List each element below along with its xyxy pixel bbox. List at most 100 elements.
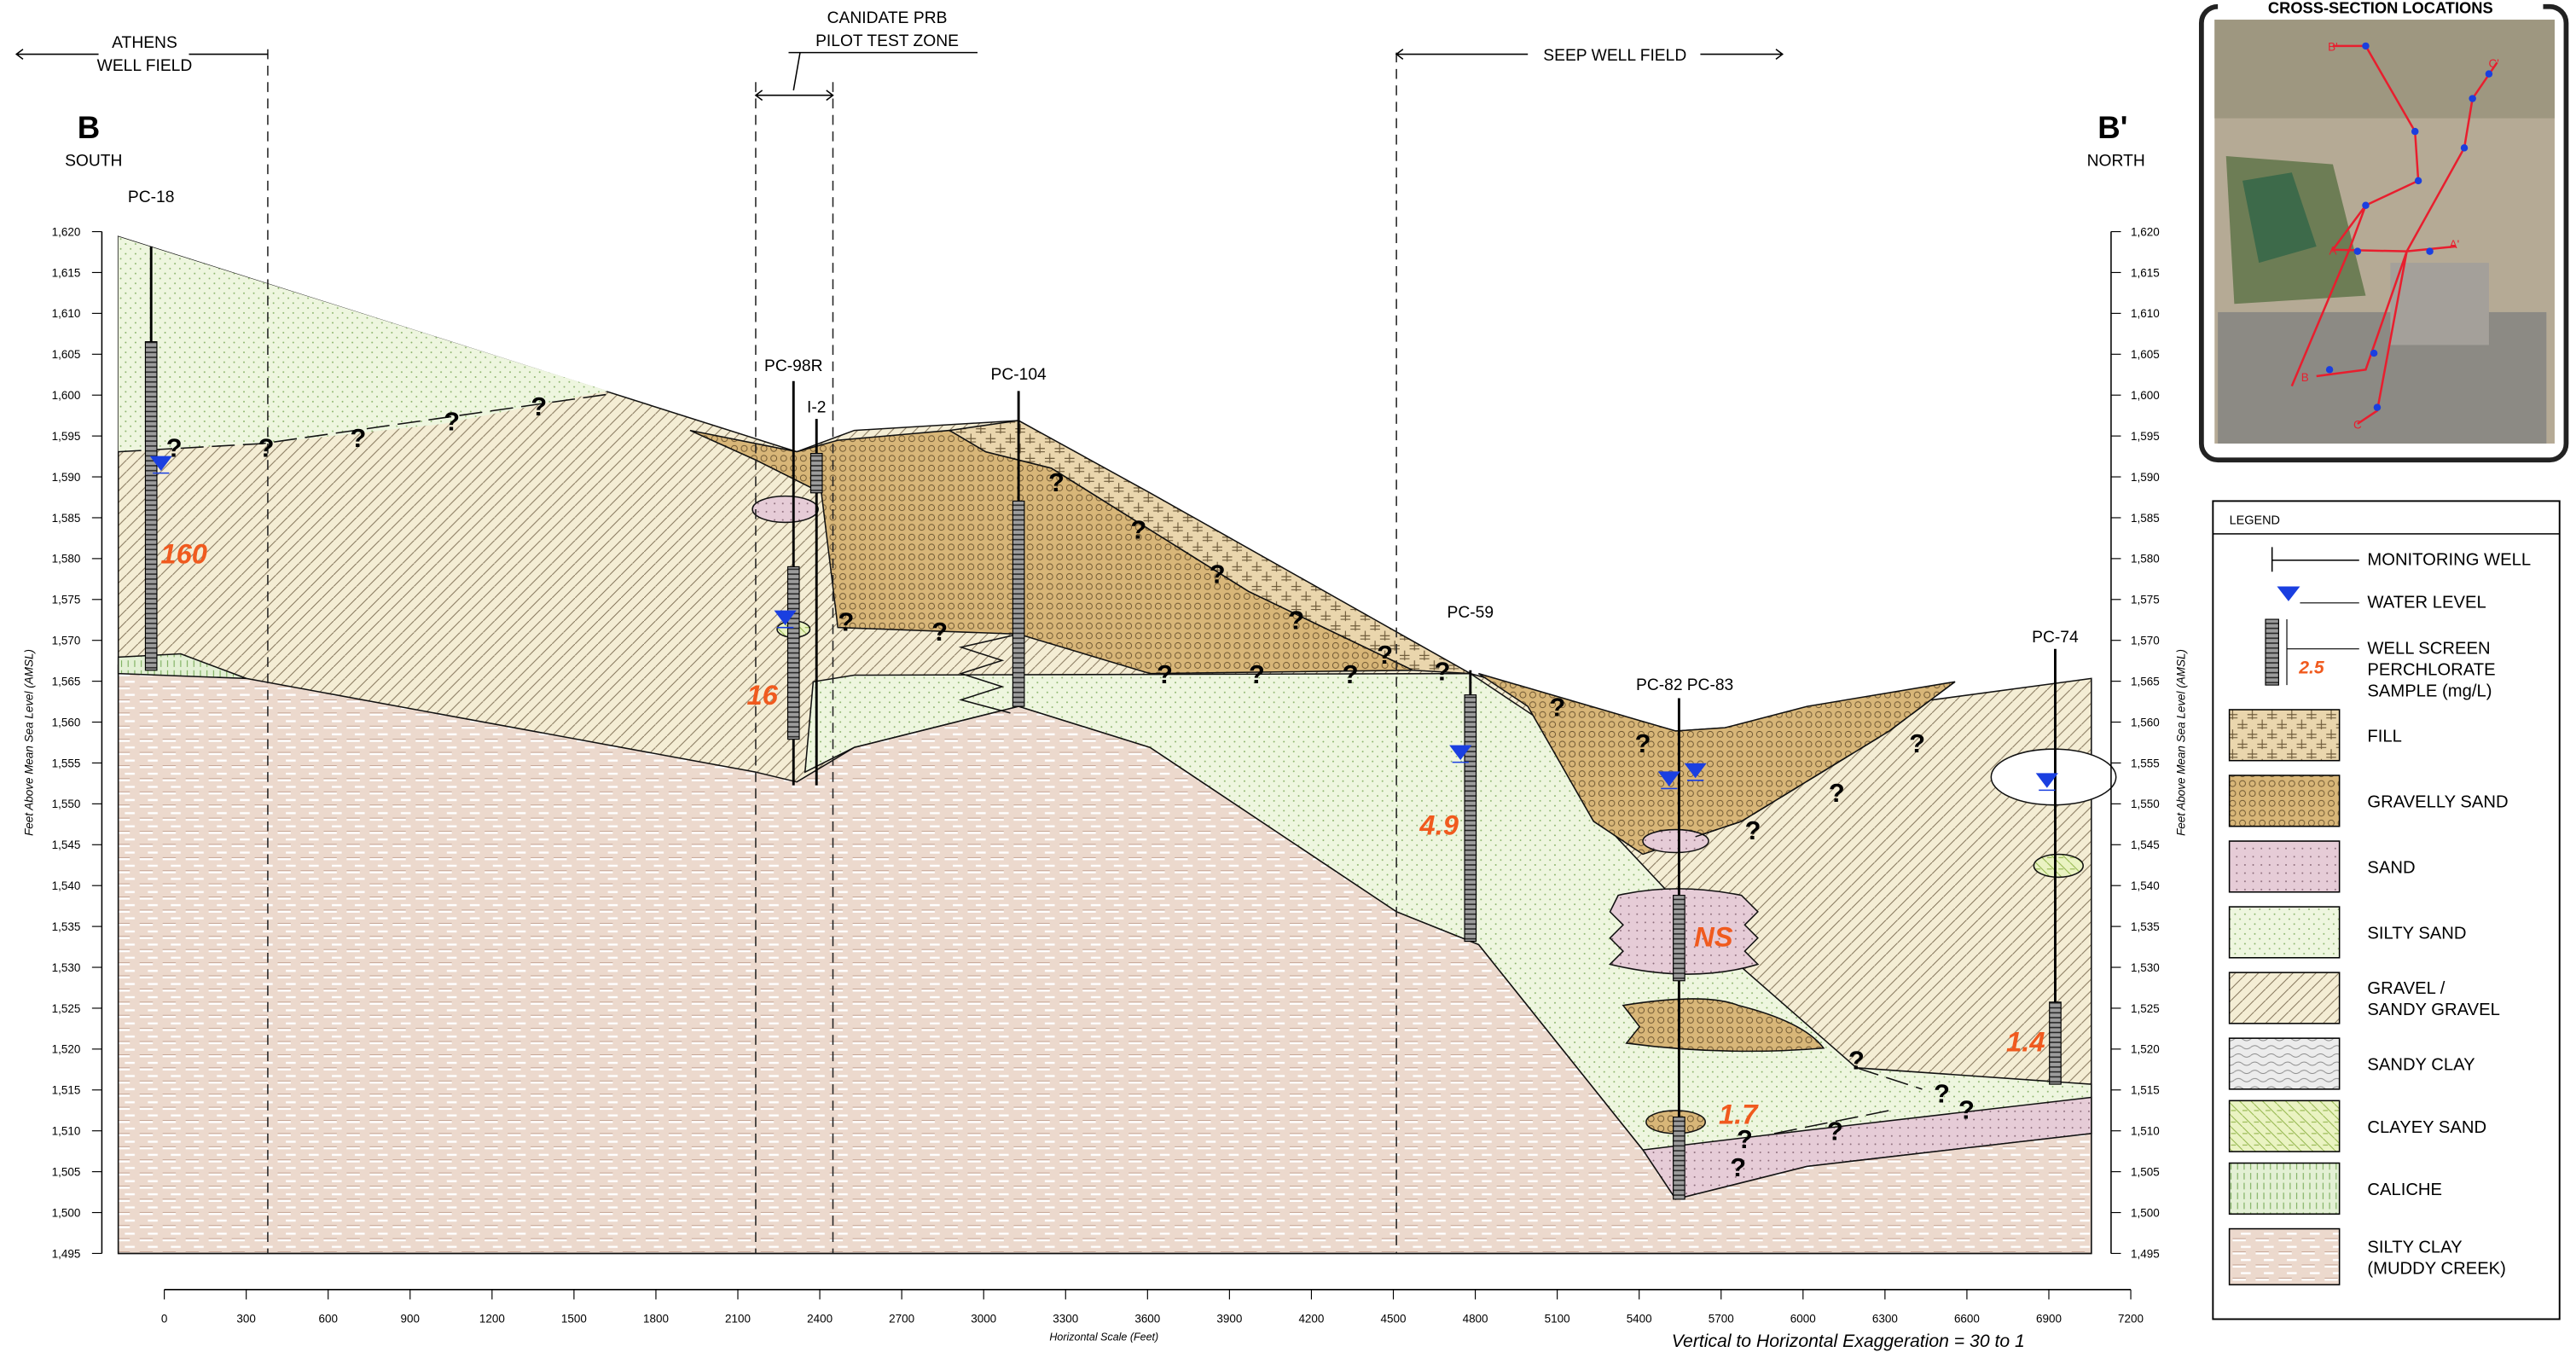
well-screen <box>1674 896 1685 981</box>
legend-label: WATER LEVEL <box>2367 594 2486 612</box>
well-screen <box>1012 501 1024 706</box>
aerial-area <box>2214 20 2555 119</box>
y-tick-label: 1,580 <box>52 553 81 566</box>
y-tick-label: 1,585 <box>52 512 81 525</box>
x-tick-label: 5700 <box>1709 1312 1734 1325</box>
y-tick-label: 1,510 <box>2131 1125 2160 1138</box>
x-tick-label: 6000 <box>1790 1312 1816 1325</box>
y-tick-label: 1,500 <box>52 1206 81 1219</box>
y-tick-label: 1,510 <box>52 1125 81 1138</box>
y-tick-label: 1,555 <box>52 757 81 769</box>
zone-label: WELL FIELD <box>97 57 193 75</box>
y-tick-label: 1,525 <box>2131 1002 2160 1015</box>
x-tick-label: 7200 <box>2118 1312 2144 1325</box>
x-tick-label: 4500 <box>1381 1312 1407 1325</box>
uncertain-contact: ? <box>838 607 854 637</box>
legend-label: SANDY GRAVEL <box>2367 1001 2499 1019</box>
y-tick-label: 1,515 <box>2131 1084 2160 1097</box>
legend-label: MONITORING WELL <box>2367 551 2531 570</box>
y-tick-label: 1,550 <box>52 798 81 810</box>
well-screen <box>788 566 799 739</box>
uncertain-contact: ? <box>1934 1078 1950 1108</box>
uncertain-contact: ? <box>1343 659 1359 689</box>
inset-label: B' <box>2328 41 2338 54</box>
y-tick-label: 1,515 <box>52 1084 81 1097</box>
well-label: PC-59 <box>1447 604 1494 622</box>
legend-label: PERCHLORATE <box>2367 661 2495 680</box>
y-tick-label: 1,540 <box>2131 879 2160 892</box>
inset-label: B <box>2301 371 2309 384</box>
uncertain-contact: ? <box>166 432 183 462</box>
silty-sand-lens <box>2034 854 2083 877</box>
y-tick-label: 1,595 <box>52 430 81 443</box>
well-label: PC-98R <box>764 357 823 375</box>
y-tick-label: 1,605 <box>52 348 81 361</box>
uncertain-contact: ? <box>1377 640 1393 670</box>
legend-label: SILTY SAND <box>2367 925 2466 943</box>
y-tick-label: 1,520 <box>52 1043 81 1056</box>
uncertain-contact: ? <box>1288 606 1304 635</box>
x-tick-label: 1200 <box>479 1312 505 1325</box>
legend-label: SILTY CLAY <box>2367 1238 2463 1256</box>
zone-label: CANIDATE PRB <box>827 9 948 27</box>
perchlorate-sample: NS <box>1694 920 1733 952</box>
legend-swatch <box>2230 1100 2340 1152</box>
inset-label: A' <box>2450 238 2460 251</box>
y-tick-label: 1,620 <box>52 225 81 238</box>
inset-map: CROSS-SECTION LOCATIONS <box>2202 0 2567 460</box>
x-tick-label: 0 <box>161 1312 168 1325</box>
y-tick-label: 1,580 <box>2131 553 2160 566</box>
uncertain-contact: ? <box>931 617 948 647</box>
section-end: B' <box>2097 110 2127 145</box>
legend-label: FILL <box>2367 728 2401 746</box>
y-tick-label: 1,545 <box>52 838 81 851</box>
well-label: PC-18 <box>128 189 175 206</box>
uncertain-contact: ? <box>1829 778 1845 808</box>
legend-label: SANDY CLAY <box>2367 1056 2475 1075</box>
station <box>2370 350 2377 357</box>
y-tick-label: 1,600 <box>2131 389 2160 402</box>
y-tick-label: 1,525 <box>52 1002 81 1015</box>
x-tick-label: 3900 <box>1216 1312 1242 1325</box>
station <box>2411 128 2418 135</box>
y-tick-label: 1,610 <box>52 307 81 320</box>
inset-label: A <box>2329 245 2336 258</box>
x-tick-label: 1500 <box>561 1312 587 1325</box>
legend-sample: 2.5 <box>2298 659 2325 678</box>
station <box>2426 247 2433 254</box>
x-tick-label: 1800 <box>643 1312 669 1325</box>
x-tick-label: 3300 <box>1053 1312 1078 1325</box>
legend-swatch <box>2230 907 2340 958</box>
station <box>2486 70 2492 77</box>
y-tick-label: 1,545 <box>2131 838 2160 851</box>
uncertain-contact: ? <box>1737 1124 1753 1154</box>
exaggeration-note: Vertical to Horizontal Exaggeration = 30… <box>1672 1332 2025 1351</box>
x-tick-label: 6900 <box>2036 1312 2062 1325</box>
well-screen <box>1674 1117 1685 1199</box>
y-tick-label: 1,615 <box>2131 266 2160 279</box>
inset-label: C <box>2353 419 2362 432</box>
uncertain-contact: ? <box>1249 659 1265 689</box>
aerial-area <box>2218 312 2546 444</box>
uncertain-contact: ? <box>444 407 460 437</box>
well-screen <box>1465 695 1476 942</box>
uncertain-contact: ? <box>1157 659 1173 689</box>
section-direction: SOUTH <box>65 153 122 171</box>
section-direction: NORTH <box>2087 153 2145 171</box>
uncertain-contact: ? <box>1435 656 1451 686</box>
inset-label: C' <box>2489 57 2499 70</box>
well-label: PC-74 <box>2032 629 2079 647</box>
well-screen <box>2050 1002 2061 1084</box>
x-tick-label: 300 <box>236 1312 255 1325</box>
legend-label: SAMPLE (mg/L) <box>2367 682 2492 701</box>
zone-label: PILOT TEST ZONE <box>815 32 959 50</box>
inset-title: CROSS-SECTION LOCATIONS <box>2268 0 2493 16</box>
well-screen <box>145 342 156 670</box>
x-tick-label: 4200 <box>1298 1312 1324 1325</box>
sand-lens <box>1643 830 1709 853</box>
cross-section: ATHENS WELL FIELD CANIDATE PRB PILOT TES… <box>0 0 2576 1352</box>
x-tick-label: 3600 <box>1134 1312 1160 1325</box>
legend-screen <box>2266 619 2278 685</box>
perchlorate-sample: 4.9 <box>1419 809 1459 840</box>
legend-swatch <box>2230 710 2340 761</box>
